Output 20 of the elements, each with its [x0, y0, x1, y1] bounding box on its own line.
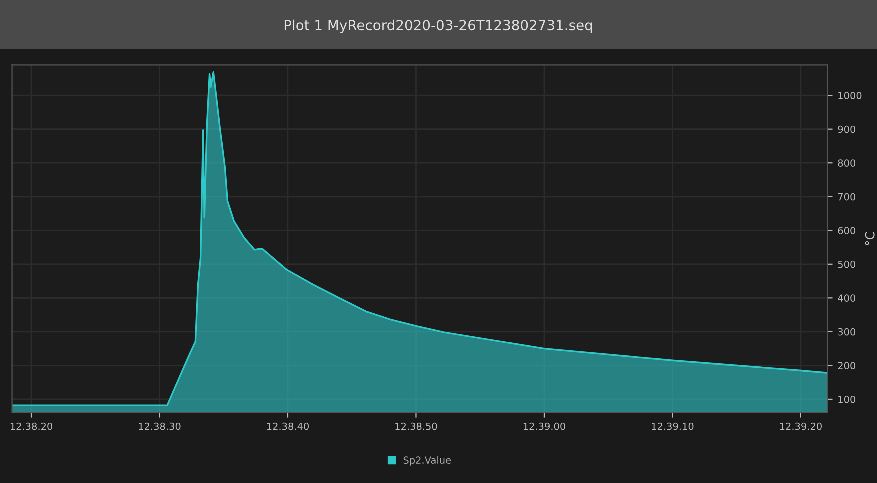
y-tick-label: 800 [838, 160, 856, 167]
y-tick-label: 300 [838, 328, 856, 336]
y-axis-title: °C [865, 232, 875, 246]
y-tick-label: 600 [838, 227, 856, 234]
x-tick-label: 12.39.10 [652, 422, 694, 430]
x-tick-label: 12.38.30 [139, 422, 181, 430]
x-tick-label: 12.39.00 [524, 422, 566, 430]
x-tick-label: 12.39.20 [780, 422, 822, 430]
legend-label: Sp2.Value [404, 456, 452, 466]
chart-title: Plot 1 MyRecord2020-03-26T123802731.seq [284, 20, 592, 34]
y-tick-label: 400 [838, 294, 856, 302]
y-tick-label: 1000 [838, 92, 862, 100]
y-tick-label: 700 [838, 193, 856, 201]
y-tick-label: 900 [838, 126, 856, 134]
x-tick-label: 12.38.20 [10, 422, 53, 430]
y-tick-label: 200 [838, 362, 856, 370]
x-tick-label: 12.38.50 [396, 422, 438, 430]
y-tick-label: 100 [838, 396, 856, 404]
x-tick-label: 12.38.40 [267, 422, 309, 430]
y-tick-label: 500 [838, 260, 856, 268]
